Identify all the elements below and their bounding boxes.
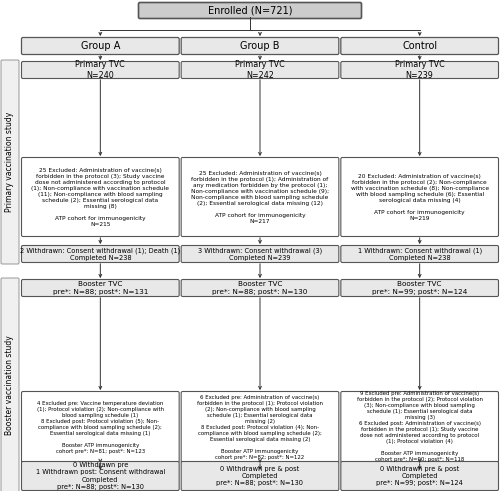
FancyBboxPatch shape	[341, 37, 498, 55]
FancyBboxPatch shape	[22, 462, 179, 491]
Text: Primary TVC
N=242: Primary TVC N=242	[235, 60, 285, 80]
Text: Booster TVC
pre*: N=88; post*: N=131: Booster TVC pre*: N=88; post*: N=131	[52, 281, 148, 295]
FancyBboxPatch shape	[341, 61, 498, 79]
Text: Booster vaccination study: Booster vaccination study	[6, 335, 15, 435]
FancyBboxPatch shape	[341, 158, 498, 237]
FancyBboxPatch shape	[341, 246, 498, 263]
FancyBboxPatch shape	[1, 60, 19, 264]
FancyBboxPatch shape	[22, 279, 179, 297]
FancyBboxPatch shape	[181, 391, 339, 463]
FancyBboxPatch shape	[181, 37, 339, 55]
Text: 6 Excluded pre: Administration of vaccine(s)
forbidden in the protocol (1); Prot: 6 Excluded pre: Administration of vaccin…	[197, 394, 323, 460]
FancyBboxPatch shape	[341, 462, 498, 491]
Text: 25 Excluded: Administration of vaccine(s)
forbidden in the protocol (1); Adminis: 25 Excluded: Administration of vaccine(s…	[191, 170, 329, 223]
FancyBboxPatch shape	[22, 37, 179, 55]
FancyBboxPatch shape	[341, 391, 498, 463]
Text: 1 Withdrawn: Consent withdrawal (1)
Completed N=238: 1 Withdrawn: Consent withdrawal (1) Comp…	[358, 247, 482, 261]
FancyBboxPatch shape	[181, 279, 339, 297]
FancyBboxPatch shape	[22, 391, 179, 463]
FancyBboxPatch shape	[138, 2, 362, 19]
Text: Primary TVC
N=239: Primary TVC N=239	[395, 60, 444, 80]
FancyBboxPatch shape	[1, 278, 19, 491]
FancyBboxPatch shape	[181, 61, 339, 79]
Text: 4 Excluded pre: Vaccine temperature deviation
(1); Protocol violation (2); Non-c: 4 Excluded pre: Vaccine temperature devi…	[37, 401, 164, 454]
Text: 25 Excluded: Administration of vaccine(s)
forbidden in the protocol (3); Study v: 25 Excluded: Administration of vaccine(s…	[32, 167, 170, 226]
Text: Enrolled (N=721): Enrolled (N=721)	[208, 5, 292, 16]
Text: Booster TVC
pre*: N=99; post*: N=124: Booster TVC pre*: N=99; post*: N=124	[372, 281, 468, 295]
FancyBboxPatch shape	[341, 279, 498, 297]
Text: Control: Control	[402, 41, 437, 51]
Text: Primary vaccination study: Primary vaccination study	[6, 112, 15, 212]
FancyBboxPatch shape	[181, 462, 339, 491]
FancyBboxPatch shape	[181, 246, 339, 263]
Text: Booster TVC
pre*: N=88; post*: N=130: Booster TVC pre*: N=88; post*: N=130	[212, 281, 308, 295]
Text: 0 Withdrawn pre
1 Withdrawn post: Consent withdrawal
Completed
pre*: N=88; post*: 0 Withdrawn pre 1 Withdrawn post: Consen…	[36, 462, 165, 490]
Text: Group B: Group B	[240, 41, 280, 51]
Text: 2 Withdrawn: Consent withdrawal (1); Death (1)
Completed N=238: 2 Withdrawn: Consent withdrawal (1); Dea…	[20, 247, 180, 261]
Text: 9 Excluded pre: Administration of vaccine(s)
forbidden in the protocol (2); Prot: 9 Excluded pre: Administration of vaccin…	[356, 391, 482, 463]
Text: Group A: Group A	[80, 41, 120, 51]
Text: 0 Withdrawn pre & post
Completed
pre*: N=88; post*: N=130: 0 Withdrawn pre & post Completed pre*: N…	[216, 466, 304, 486]
FancyBboxPatch shape	[181, 158, 339, 237]
Text: 20 Excluded: Administration of vaccine(s)
forbidden in the protocol (2); Non-com: 20 Excluded: Administration of vaccine(s…	[350, 173, 488, 220]
FancyBboxPatch shape	[22, 158, 179, 237]
FancyBboxPatch shape	[22, 246, 179, 263]
Text: 3 Withdrawn: Consent withdrawal (3)
Completed N=239: 3 Withdrawn: Consent withdrawal (3) Comp…	[198, 247, 322, 261]
Text: Primary TVC
N=240: Primary TVC N=240	[76, 60, 125, 80]
FancyBboxPatch shape	[22, 61, 179, 79]
Text: 0 Withdrawn pre & post
Completed
pre*: N=99; post*: N=124: 0 Withdrawn pre & post Completed pre*: N…	[376, 466, 463, 486]
